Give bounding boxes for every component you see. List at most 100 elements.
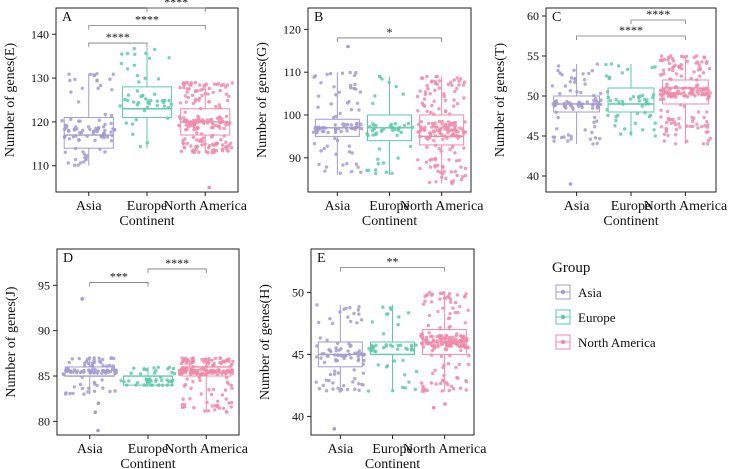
data-point bbox=[87, 386, 91, 390]
data-point bbox=[641, 93, 645, 98]
data-point bbox=[322, 146, 326, 151]
data-point bbox=[430, 103, 434, 108]
data-point bbox=[635, 111, 640, 116]
data-point bbox=[74, 134, 78, 138]
data-point bbox=[702, 56, 707, 60]
data-point bbox=[707, 66, 712, 71]
data-point bbox=[80, 86, 85, 91]
data-point bbox=[122, 380, 126, 384]
data-point bbox=[316, 125, 321, 130]
data-point bbox=[224, 92, 228, 96]
data-point bbox=[142, 367, 146, 371]
box-asia bbox=[550, 62, 603, 186]
data-point bbox=[217, 406, 222, 410]
data-point bbox=[137, 80, 141, 84]
data-point bbox=[170, 383, 174, 387]
data-point bbox=[677, 116, 681, 121]
data-point bbox=[349, 107, 354, 112]
data-point bbox=[450, 83, 454, 87]
data-point bbox=[347, 352, 352, 357]
data-point bbox=[566, 133, 571, 137]
bracket-line bbox=[88, 25, 206, 30]
data-point bbox=[108, 363, 112, 368]
x-tick-label: Asia bbox=[328, 442, 354, 457]
data-point bbox=[98, 147, 102, 151]
data-point bbox=[575, 90, 579, 94]
bracket-line bbox=[147, 268, 207, 273]
data-point bbox=[155, 103, 159, 108]
legend-item: Europe bbox=[555, 309, 616, 325]
x-tick-label: North America bbox=[644, 199, 728, 214]
data-point bbox=[414, 369, 419, 374]
data-point bbox=[426, 121, 431, 126]
data-point bbox=[593, 136, 598, 140]
data-point bbox=[182, 119, 187, 124]
data-point bbox=[88, 72, 93, 77]
data-point bbox=[349, 126, 354, 130]
data-point bbox=[693, 94, 697, 98]
data-point bbox=[452, 98, 456, 102]
data-point bbox=[447, 295, 451, 299]
data-point bbox=[349, 319, 353, 324]
data-point bbox=[442, 92, 446, 96]
data-point bbox=[595, 141, 599, 146]
data-point bbox=[466, 308, 470, 312]
data-point bbox=[669, 77, 673, 81]
data-point bbox=[139, 372, 143, 376]
data-point bbox=[203, 142, 207, 146]
data-point bbox=[673, 142, 678, 146]
data-point bbox=[444, 122, 448, 127]
data-point bbox=[708, 136, 713, 140]
data-point bbox=[700, 87, 705, 91]
data-point bbox=[321, 383, 325, 388]
data-point bbox=[347, 144, 352, 148]
data-point bbox=[227, 382, 231, 386]
data-point bbox=[97, 356, 101, 360]
data-point bbox=[421, 76, 425, 81]
data-point bbox=[80, 386, 85, 391]
data-point bbox=[420, 389, 425, 394]
data-point bbox=[333, 127, 338, 131]
x-tick-label: Europe bbox=[372, 442, 412, 457]
data-point bbox=[370, 343, 374, 348]
data-point bbox=[650, 65, 654, 70]
data-point bbox=[462, 146, 466, 150]
data-point bbox=[443, 336, 448, 340]
data-point bbox=[446, 362, 451, 366]
data-point bbox=[353, 73, 357, 78]
data-point bbox=[197, 96, 201, 101]
data-point bbox=[189, 386, 193, 390]
data-point bbox=[62, 373, 66, 377]
data-point bbox=[125, 51, 130, 56]
data-point bbox=[144, 51, 148, 55]
y-tick-label: 120 bbox=[31, 115, 49, 129]
data-point bbox=[354, 162, 359, 166]
data-point bbox=[461, 338, 465, 342]
data-point bbox=[454, 129, 458, 133]
data-point bbox=[380, 77, 384, 81]
box-europe bbox=[118, 46, 173, 149]
data-point bbox=[202, 360, 206, 364]
data-point bbox=[361, 362, 365, 366]
data-point bbox=[562, 135, 566, 139]
data-point bbox=[218, 356, 222, 360]
data-point bbox=[646, 102, 651, 106]
data-point bbox=[171, 366, 176, 371]
data-point bbox=[463, 173, 468, 178]
data-point bbox=[206, 92, 210, 96]
data-point bbox=[370, 320, 375, 324]
data-point bbox=[418, 134, 422, 139]
data-point bbox=[443, 109, 448, 114]
data-point bbox=[324, 165, 329, 169]
data-point bbox=[336, 386, 340, 390]
data-point bbox=[182, 146, 187, 150]
data-point bbox=[454, 337, 458, 342]
data-point bbox=[166, 367, 170, 371]
data-point bbox=[583, 128, 587, 132]
data-point bbox=[689, 76, 693, 81]
data-point bbox=[705, 142, 710, 146]
data-point bbox=[70, 357, 75, 361]
panel-letter: A bbox=[62, 10, 73, 25]
data-point bbox=[676, 89, 681, 93]
